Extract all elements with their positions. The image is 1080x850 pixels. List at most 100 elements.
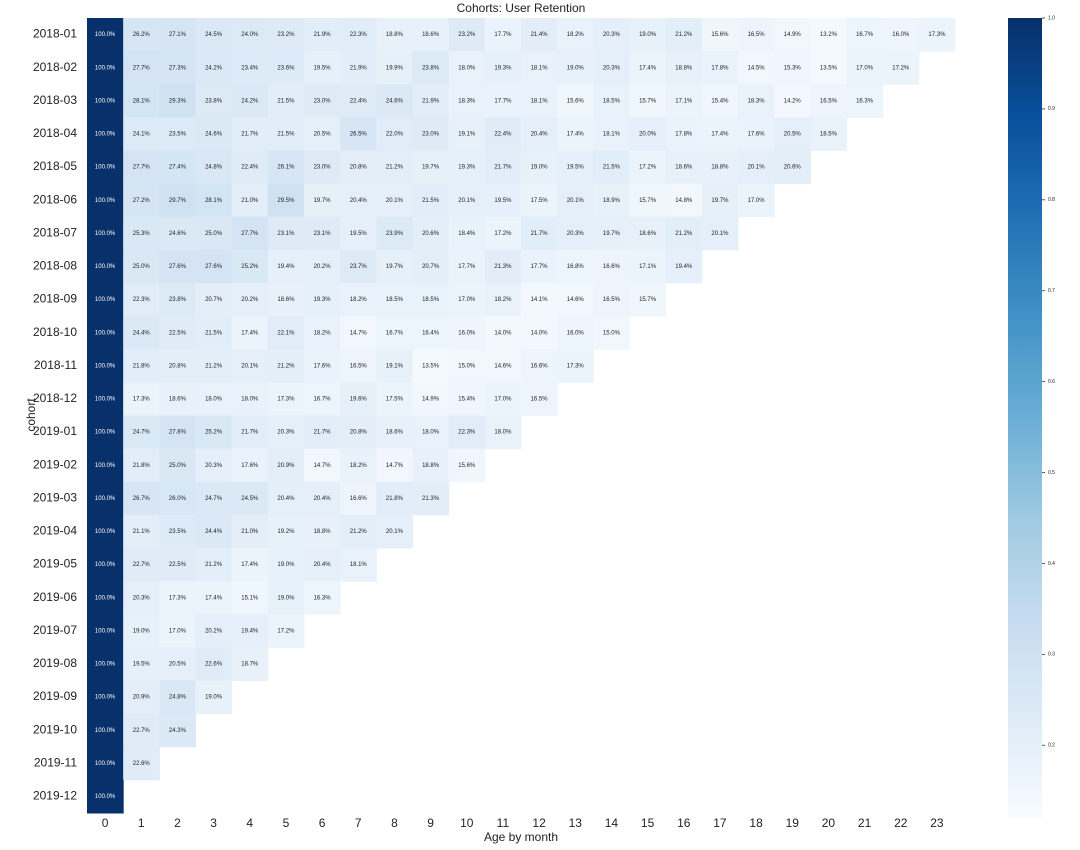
x-tick-label: 7 (355, 816, 362, 830)
heatmap-cell (231, 216, 269, 251)
cell-label: 24.5% (205, 32, 223, 38)
colorbar-tick-label: 0.7 (1048, 288, 1055, 294)
heatmap-cell (159, 283, 196, 317)
cell-label: 20.9% (133, 695, 151, 701)
cell-label: 28.1% (205, 198, 223, 204)
heatmap-cell (593, 51, 630, 85)
cell-label: 21.9% (422, 98, 440, 104)
cell-label: 15.7% (639, 297, 657, 303)
cell-label: 23.9% (386, 231, 404, 237)
heatmap-cell (448, 18, 486, 52)
cell-label: 19.2% (277, 529, 295, 535)
heatmap-cell (738, 150, 775, 185)
y-tick-label: 2019-10 (33, 722, 77, 736)
cell-label: 16.6% (603, 264, 621, 270)
cell-label: 21.5% (277, 132, 295, 138)
heatmap-cell (629, 150, 667, 185)
heatmap-cell (484, 18, 522, 52)
heatmap-cell (231, 84, 269, 118)
cell-label: 18.9% (603, 198, 621, 204)
cell-label: 22.5% (169, 330, 187, 336)
heatmap-cell (593, 183, 630, 218)
heatmap-cell (521, 283, 558, 317)
cell-label: 23.2% (277, 32, 295, 38)
cell-label: 22.7% (133, 728, 151, 734)
cell-label: 29.3% (169, 98, 187, 104)
cell-label: 20.3% (567, 231, 585, 237)
cell-label: 22.4% (241, 165, 259, 171)
y-tick-label: 2018-10 (33, 325, 77, 339)
cell-label: 19.4% (675, 264, 693, 270)
cell-label: 100.0% (95, 330, 116, 336)
cell-label: 20.8% (350, 430, 368, 436)
cell-label: 16.5% (350, 363, 368, 369)
cell-label: 23.6% (277, 65, 295, 71)
cell-label: 20.4% (314, 562, 332, 568)
cell-label: 19.0% (277, 562, 295, 568)
heatmap-cell (304, 481, 341, 516)
heatmap-cell (557, 316, 594, 350)
cell-label: 18.8% (675, 65, 693, 71)
cell-label: 23.8% (169, 297, 187, 303)
cell-label: 27.1% (169, 32, 187, 38)
cell-label: 18.8% (386, 32, 404, 38)
x-tick-label: 2 (174, 816, 181, 830)
cell-label: 17.4% (567, 132, 585, 138)
heatmap-cell (195, 514, 233, 549)
x-tick-label: 5 (283, 816, 290, 830)
cell-label: 100.0% (95, 529, 116, 535)
cell-label: 15.1% (241, 595, 259, 601)
cell-label: 21.2% (675, 32, 693, 38)
heatmap-cell (484, 382, 522, 416)
cell-label: 17.0% (856, 65, 874, 71)
heatmap-cell (87, 614, 124, 648)
heatmap-cell (412, 382, 450, 416)
cell-label: 22.4% (350, 98, 368, 104)
heatmap-cell (123, 216, 160, 251)
cell-label: 24.1% (133, 132, 151, 138)
x-tick-label: 4 (246, 816, 253, 830)
heatmap-cell (521, 349, 558, 383)
heatmap-cell (412, 117, 450, 151)
cell-label: 14.5% (748, 65, 766, 71)
cell-label: 18.8% (422, 463, 440, 469)
heatmap-cell (159, 18, 196, 52)
cell-label: 19.1% (458, 132, 476, 138)
cell-label: 20.4% (277, 496, 295, 502)
cell-label: 100.0% (95, 297, 116, 303)
heatmap-cell (340, 349, 377, 383)
heatmap-cell (123, 680, 160, 715)
heatmap-cell (159, 382, 196, 416)
cell-label: 28.1% (133, 98, 151, 104)
heatmap-cell (701, 18, 739, 52)
heatmap-cell (448, 249, 486, 284)
heatmap-cell (448, 283, 486, 317)
heatmap-cell (521, 249, 558, 284)
colorbar-tick-label: 0.9 (1048, 106, 1055, 112)
cell-label: 20.5% (314, 132, 332, 138)
cell-label: 27.6% (169, 264, 187, 270)
cell-label: 19.7% (422, 165, 440, 171)
heatmap-cell (593, 216, 630, 251)
heatmap-cell (521, 117, 558, 151)
heatmap-cell (195, 481, 233, 516)
cell-label: 21.4% (531, 32, 549, 38)
cell-label: 21.7% (241, 430, 259, 436)
y-tick-label: 2019-12 (33, 789, 77, 803)
cell-label: 100.0% (95, 496, 116, 502)
cell-label: 14.9% (784, 32, 802, 38)
cell-label: 22.3% (133, 297, 151, 303)
heatmap-cell (412, 51, 450, 85)
heatmap-cell (195, 415, 233, 450)
cell-label: 17.2% (494, 231, 512, 237)
y-tick-label: 2018-06 (33, 192, 77, 206)
y-tick-label: 2019-11 (34, 755, 77, 769)
heatmap-cell (448, 51, 486, 85)
heatmap-cell (448, 216, 486, 251)
heatmap-cell (593, 84, 630, 118)
cell-label: 24.6% (386, 98, 404, 104)
cell-label: 17.3% (169, 595, 187, 601)
heatmap-cell (123, 514, 160, 549)
heatmap-cell (448, 448, 486, 483)
heatmap-cell (87, 779, 124, 814)
